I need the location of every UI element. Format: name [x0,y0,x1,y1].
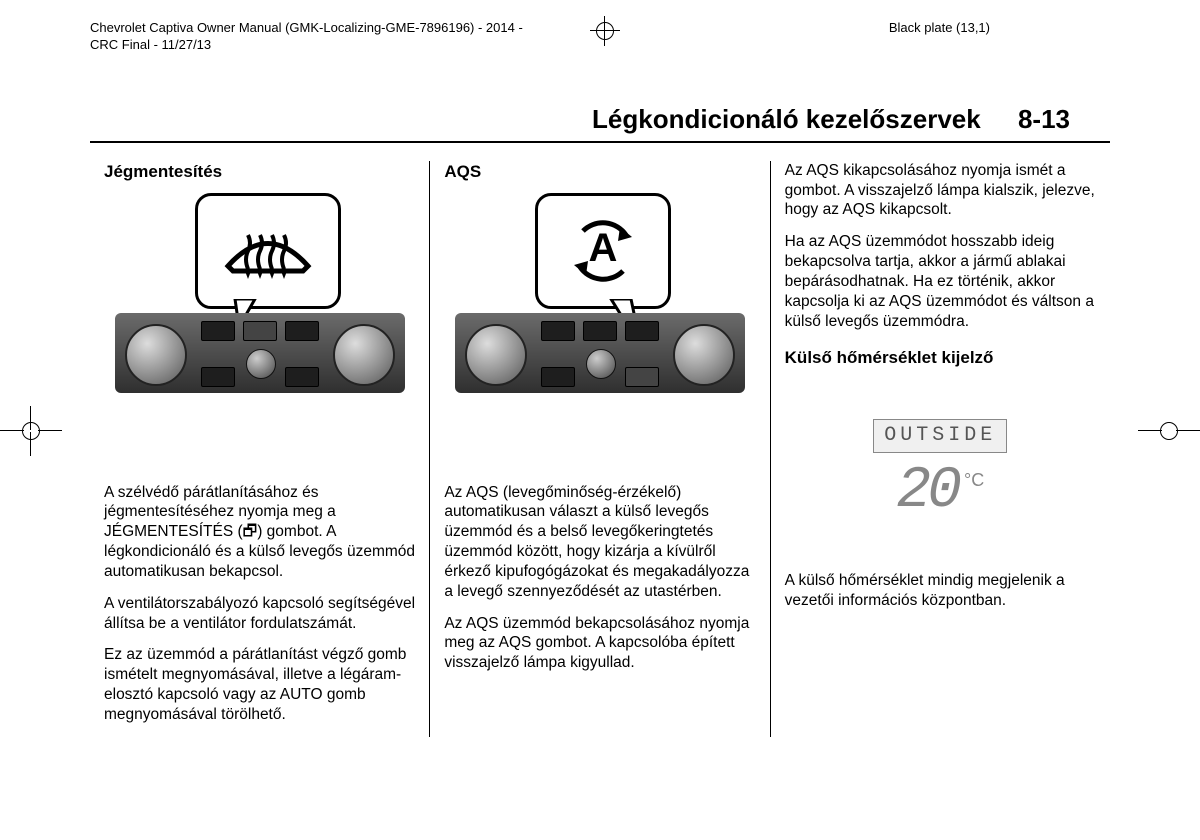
col1-p2: A ventilátorszabályozó kapcsoló segítség… [104,594,415,634]
panel-button [625,321,659,341]
lcd-value: 20 [896,463,958,521]
panel-button [285,367,319,387]
column-3: Az AQS kikapcsolásához nyomja ismét a go… [771,161,1110,737]
aqs-icon: A [558,211,648,291]
lcd-temp-row: 20 °C [830,463,1050,521]
column-1: Jégmentesítés [90,161,429,737]
crop-circle [1160,422,1178,440]
col3-p1: Az AQS kikapcsolásához nyomja ismét a go… [785,161,1096,220]
col1-heading: Jégmentesítés [104,161,415,183]
manual-line2: CRC Final - 11/27/13 [90,37,211,52]
section-page-number: 8-13 [1018,104,1070,134]
lcd-label: OUTSIDE [873,419,1007,453]
panel-button [201,321,235,341]
col2-heading: AQS [444,161,755,183]
content-columns: Jégmentesítés [90,161,1110,737]
section-header: Légkondicionáló kezelőszervek 8-13 [90,104,1110,135]
col1-p3: Ez az üzemmód a párátlanítást végző gomb… [104,645,415,724]
aqs-icon-bubble: A [535,193,671,309]
defrost-icon-bubble [195,193,341,309]
col3-p2: Ha az AQS üzemmódot hosszabb ideig bekap… [785,232,1096,331]
crop-mark [1176,430,1200,431]
panel-button [201,367,235,387]
center-knob [246,349,276,379]
panel-button [285,321,319,341]
panel-button [541,367,575,387]
control-panel [115,313,405,393]
spacer [785,541,1096,571]
manual-line1: Chevrolet Captiva Owner Manual (GMK-Loca… [90,20,523,35]
panel-button-highlighted [243,321,277,341]
crop-mark [30,406,31,430]
control-panel [455,313,745,393]
right-knob [673,324,735,386]
col3-heading2: Külső hőmérséklet kijelző [785,347,1096,369]
center-knob [586,349,616,379]
lcd-unit: °C [964,469,984,492]
col2-p1: Az AQS (levegőminőség-érzékelő) automati… [444,483,755,602]
col1-p1: A szélvédő párátlanításához és jégmentes… [104,483,415,582]
plate-info: Black plate (13,1) [889,20,990,35]
panel-button [583,321,617,341]
crop-circle [22,422,40,440]
svg-text:A: A [589,226,618,270]
defrost-figure [115,193,405,373]
panel-button [541,321,575,341]
crop-mark [0,430,24,431]
section-title-text: Légkondicionáló kezelőszervek [592,104,981,134]
crop-mark [1138,430,1162,431]
col3-p3: A külső hőmérséklet mindig megjelenik a … [785,571,1096,611]
crop-mark [38,430,62,431]
panel-button-highlighted [625,367,659,387]
section-rule [90,141,1110,143]
right-knob [333,324,395,386]
left-knob [125,324,187,386]
col2-p2: Az AQS üzemmód bekapcsolásához nyomja me… [444,614,755,673]
left-knob [465,324,527,386]
aqs-figure: A [455,193,745,373]
defrost-icon [218,211,318,291]
crop-mark [30,432,31,456]
outside-temp-figure: OUTSIDE 20 °C [830,419,1050,521]
column-2: AQS A [429,161,770,737]
